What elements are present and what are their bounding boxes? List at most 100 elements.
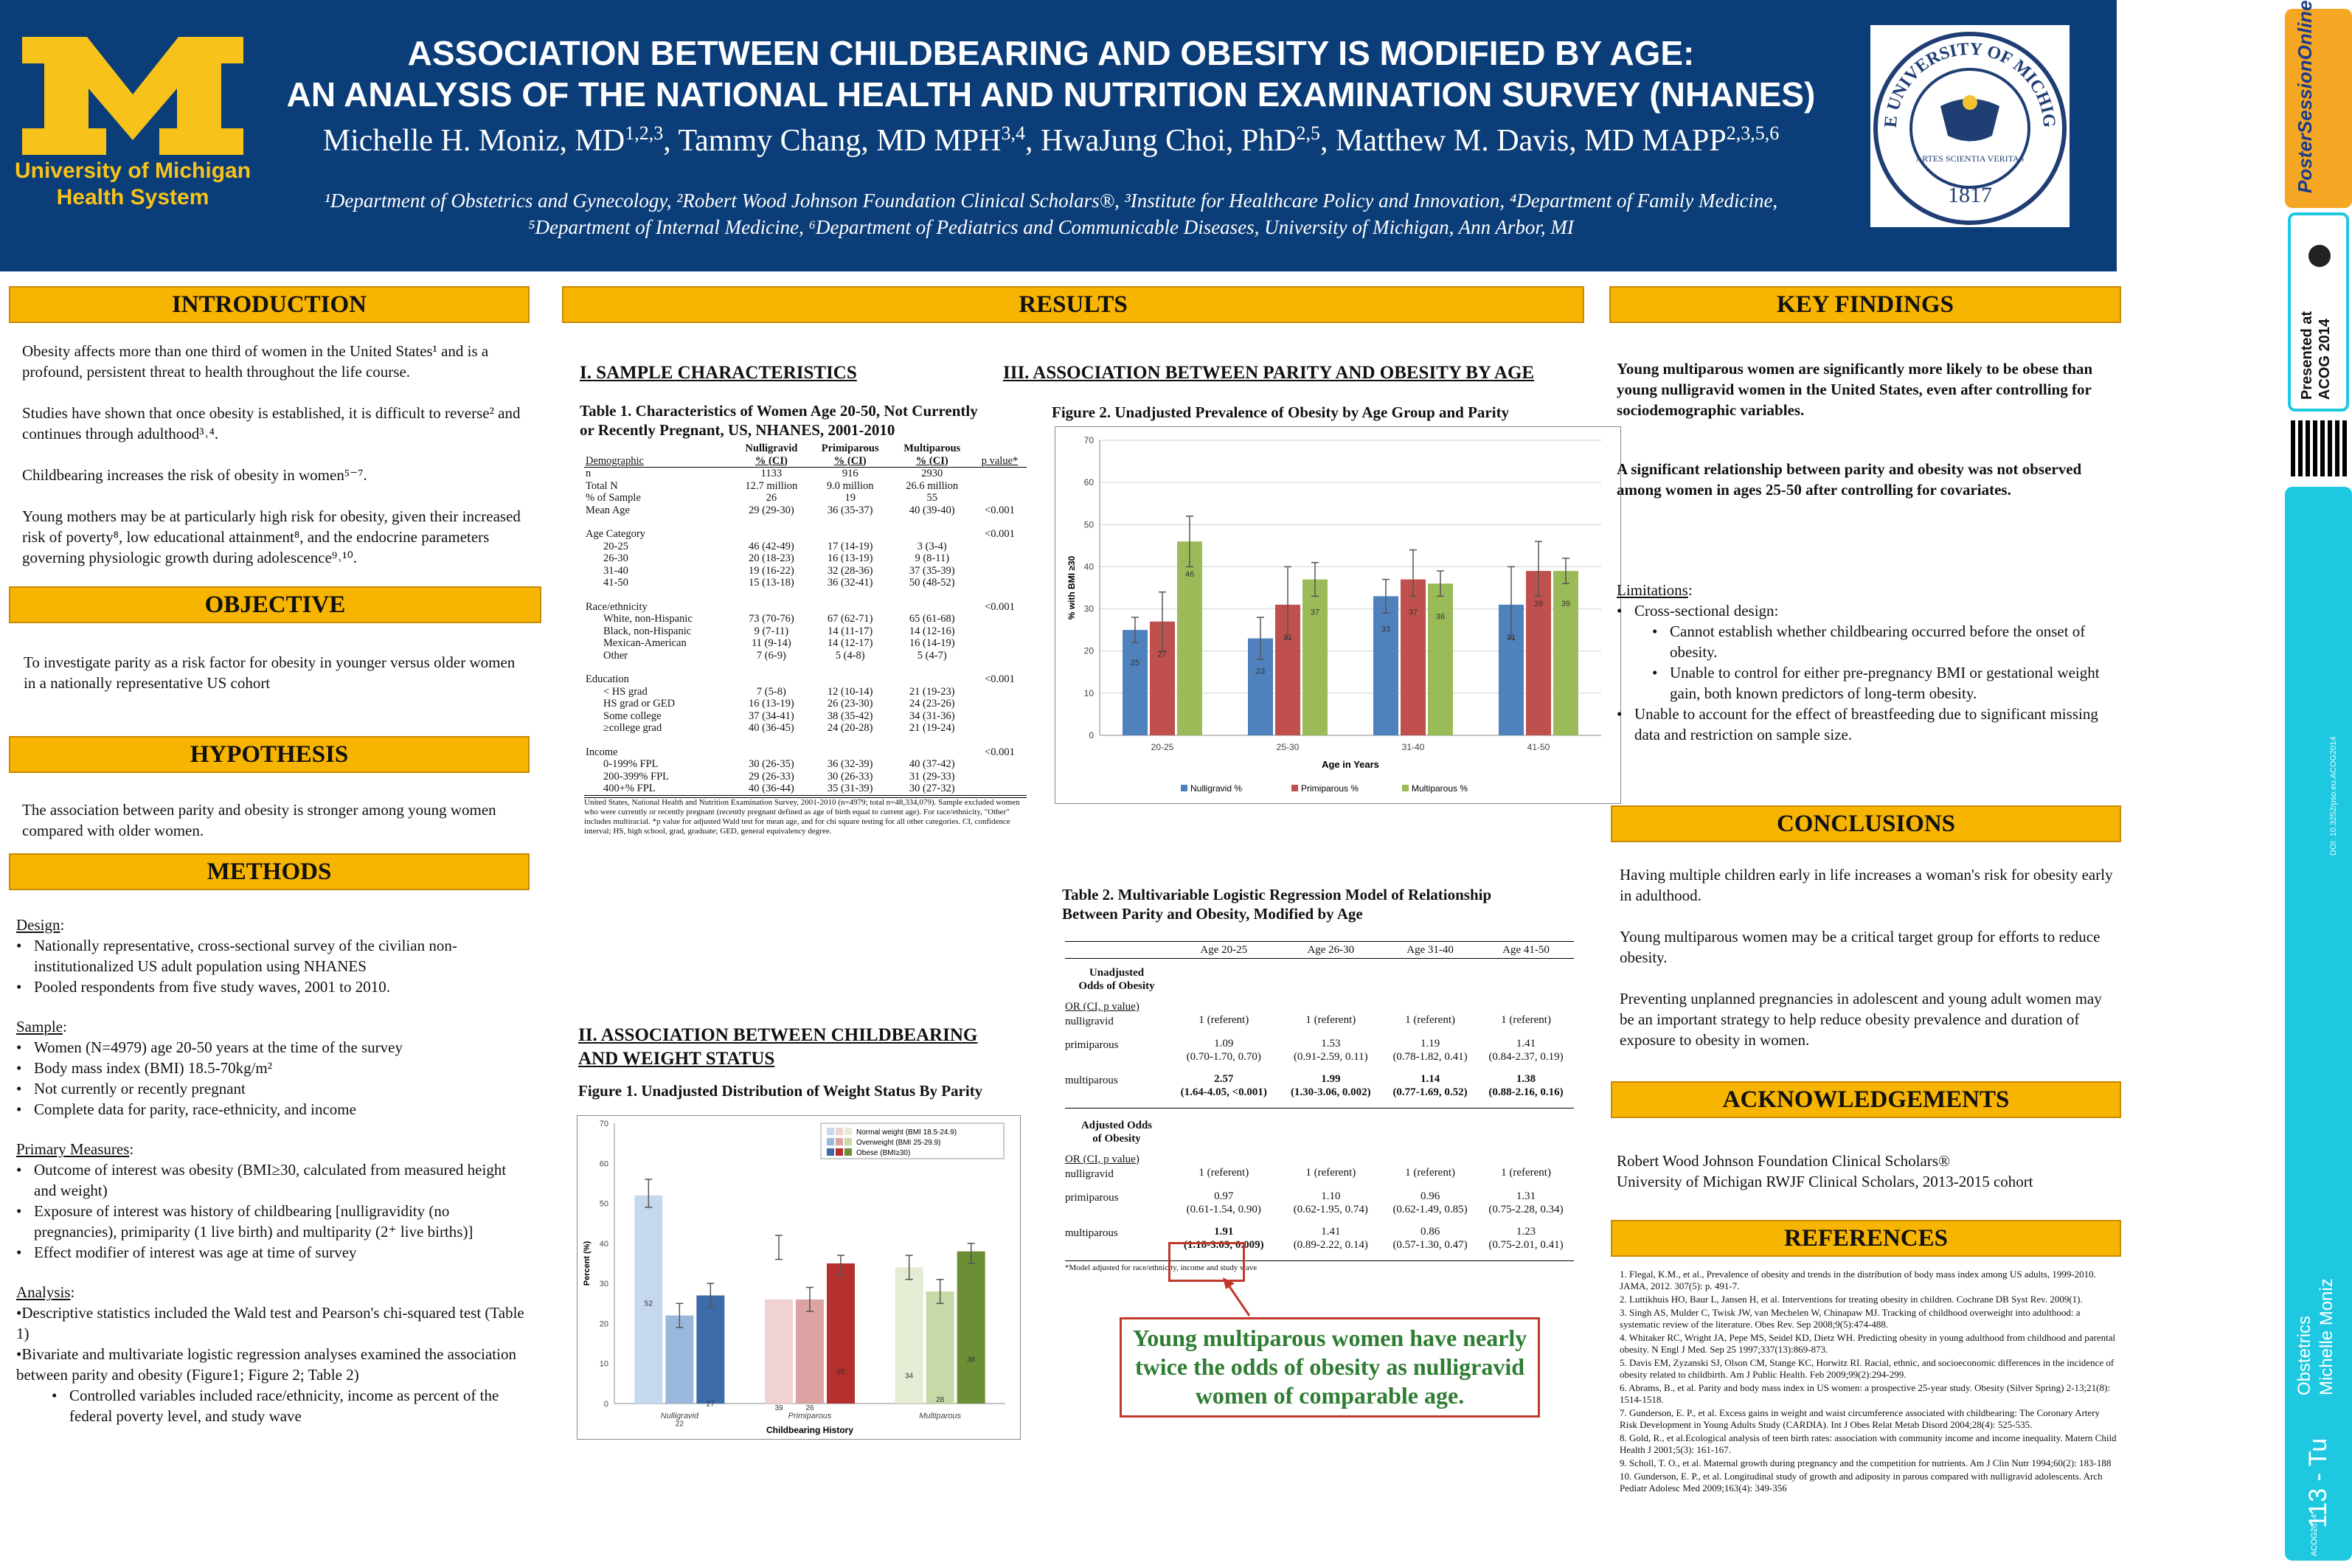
t1-col-nulli-ci: % (CI): [754, 454, 788, 467]
callout-arrow: [1223, 1277, 1251, 1317]
reference-item: 10. Gunderson, E. P., et al. Longitudina…: [1620, 1471, 2103, 1494]
table-cell: [1280, 959, 1383, 993]
introduction-body: Obesity affects more than one third of w…: [22, 341, 524, 589]
data-label: 37: [1311, 608, 1319, 617]
table-cell: [1478, 993, 1574, 1013]
data-label: 23: [1256, 667, 1265, 676]
category-author: Obstetrics Michelle Moniz: [2294, 1278, 2338, 1395]
t2-section-label: Adjusted Odds of Obesity: [1065, 1111, 1168, 1145]
data-label: 36: [1436, 612, 1445, 621]
table-cell: 30 (26-33): [827, 770, 873, 783]
t2-ci-value: (0.57-1.30, 0.47): [1392, 1238, 1468, 1251]
legend-label: Obese (BMI≥30): [856, 1149, 910, 1157]
t2-ci-value: (0.75-2.28, 0.34): [1488, 1203, 1564, 1215]
table-row: 41-50 15 (13-18) 36 (32-41) 50 (48-52): [584, 577, 1027, 589]
table-cell: n: [586, 468, 592, 479]
data-label: 27: [1158, 651, 1167, 659]
table-cell: 7 (6-9): [756, 649, 786, 662]
table-cell: 1.38 (0.88-2.16, 0.16): [1478, 1072, 1574, 1109]
table-cell: [891, 516, 973, 528]
table-row: < HS grad 7 (5-8) 12 (10-14) 21 (19-23): [584, 686, 1027, 698]
objective-text: To investigate parity as a risk factor f…: [24, 653, 516, 692]
legend-swatch: [1402, 785, 1409, 791]
x-axis-label: Childbearing History: [766, 1425, 853, 1435]
table-cell: 9 (8-11): [915, 552, 950, 564]
t2-or-value: 0.96: [1420, 1190, 1440, 1202]
data-label: 35: [836, 1368, 845, 1376]
table-cell: [584, 516, 734, 528]
table-cell: <0.001: [985, 746, 1015, 758]
key-findings-heading: KEY FINDINGS: [1609, 286, 2121, 323]
legend-swatch: [844, 1148, 852, 1156]
table-cell: 1.53 (0.91-2.59, 0.11): [1280, 1037, 1383, 1072]
author-affil-sup: 1,2,3: [625, 122, 664, 144]
data-label: 31: [1507, 634, 1516, 642]
t2-ci-value: (0.78-1.82, 0.41): [1392, 1051, 1468, 1063]
table-cell: <0.001: [985, 504, 1015, 516]
table-cell: 9.0 million: [826, 479, 874, 492]
x-tick-label: 31-40: [1402, 742, 1425, 752]
table-cell: Mean Age: [586, 504, 630, 516]
table-cell: [1168, 993, 1280, 1013]
data-label: 22: [676, 1420, 684, 1429]
t2-section-line: Adjusted Odds: [1080, 1119, 1153, 1131]
header-banner: [0, 0, 2117, 271]
methods-bullet: Body mass index (BMI) 18.5-70kg/m²: [16, 1058, 527, 1078]
table-cell: 20 (18-23): [749, 552, 794, 564]
table-cell: Education: [586, 673, 629, 685]
legend-swatch: [827, 1128, 834, 1135]
table-row: [584, 516, 1027, 528]
table-cell: 1 (referent): [1382, 1013, 1478, 1037]
table-row: 26-30 20 (18-23) 16 (13-19) 9 (8-11): [584, 552, 1027, 565]
data-label: 31: [1283, 634, 1292, 642]
table-cell: [1168, 1111, 1280, 1145]
objective-heading: OBJECTIVE: [9, 586, 541, 623]
table-cell: 26-30: [603, 552, 628, 564]
table-cell: Black, non-Hispanic: [603, 625, 692, 637]
hypothesis-text: The association between parity and obesi…: [22, 801, 496, 839]
table-cell: 14 (12-17): [827, 637, 873, 649]
analysis-item: •Bivariate and multivariate logistic reg…: [16, 1345, 516, 1384]
table-cell: 1.19 (0.78-1.82, 0.41): [1382, 1037, 1478, 1072]
table-cell: [734, 662, 809, 673]
table-cell: [1280, 993, 1383, 1013]
t2-ci-value: (0.61-1.54, 0.90): [1186, 1203, 1261, 1215]
table-2-caption: Table 2. Multivariable Logistic Regressi…: [1062, 886, 1492, 923]
figure-2-caption: Figure 2. Unadjusted Prevalence of Obesi…: [1052, 403, 1510, 421]
table-cell: [1065, 941, 1168, 959]
legend-swatch: [844, 1128, 852, 1135]
table-cell: 38 (35-42): [827, 710, 873, 722]
t2-ci-value: (1.64-4.05, <0.001): [1180, 1086, 1267, 1098]
qr-code-icon[interactable]: [2291, 420, 2347, 476]
title-line-2: AN ANALYSIS OF THE NATIONAL HEALTH AND N…: [286, 75, 1816, 114]
table-row: Mean Age 29 (29-30) 36 (35-37) 40 (39-40) <0…: [584, 504, 1027, 517]
table-cell: [1478, 959, 1574, 993]
intro-paragraph: Studies have shown that once obesity is …: [22, 404, 521, 443]
table-cell: [973, 492, 1027, 504]
t2-or-value: 1.41: [1321, 1225, 1341, 1238]
section-1-title: I. SAMPLE CHARACTERISTICS: [580, 363, 857, 383]
table-cell: [973, 480, 1027, 493]
table-cell: [973, 686, 1027, 698]
table-cell: [973, 783, 1027, 796]
table-cell: [584, 735, 734, 746]
bar: [765, 1299, 793, 1404]
limitation-item: Cross-sectional design:: [1617, 600, 2115, 621]
t1-col-primi-ci: % (CI): [833, 454, 867, 467]
table-1-footnote: United States, National Health and Nutri…: [584, 797, 1027, 836]
table-cell: [734, 746, 809, 759]
y-tick-label: 30: [1084, 604, 1095, 614]
t2-or-value: 1 (referent): [1501, 1014, 1551, 1026]
category-label: Obstetrics: [2294, 1315, 2314, 1395]
table-row: *Model adjusted for race/ethnicity, inco…: [1065, 1260, 1574, 1274]
table-cell: 55: [926, 492, 937, 504]
t2-or-value: 1.38: [1516, 1073, 1536, 1085]
methods-bullet: Outcome of interest was obesity (BMI≥30,…: [16, 1159, 527, 1201]
reference-item: 9. Scholl, T. O., et al. Maternal growth…: [1620, 1457, 2112, 1468]
table-row: Education <0.001: [584, 673, 1027, 686]
t2-or-value: 1.19: [1420, 1038, 1440, 1050]
table-cell: 1.14 (0.77-1.69, 0.52): [1382, 1072, 1478, 1109]
table-cell: [584, 589, 734, 601]
methods-bullet: Not currently or recently pregnant: [16, 1078, 527, 1099]
table-cell: 12.7 million: [745, 479, 798, 492]
